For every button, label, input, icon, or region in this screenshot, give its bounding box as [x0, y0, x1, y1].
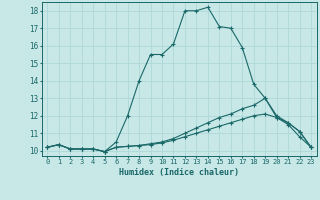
X-axis label: Humidex (Indice chaleur): Humidex (Indice chaleur) [119, 168, 239, 177]
